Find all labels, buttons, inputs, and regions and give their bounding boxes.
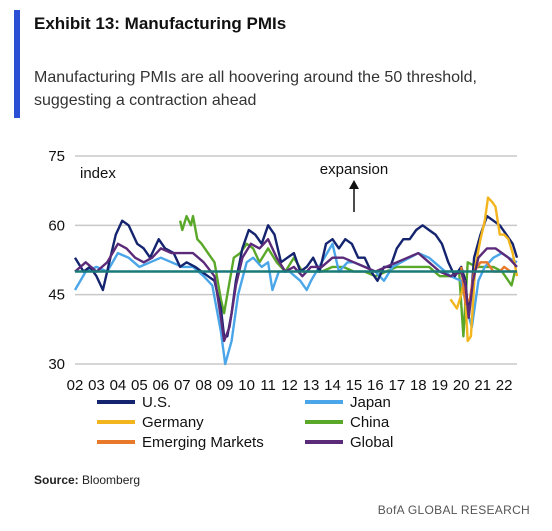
legend-label-germany: Germany bbox=[142, 414, 204, 431]
x-tick-07: 07 bbox=[174, 377, 191, 394]
x-tick-21: 21 bbox=[474, 377, 491, 394]
legend-label-china: China bbox=[350, 414, 390, 431]
y-tick-60: 60 bbox=[48, 217, 65, 234]
x-tick-02: 02 bbox=[67, 377, 84, 394]
x-tick-13: 13 bbox=[303, 377, 320, 394]
x-tick-15: 15 bbox=[346, 377, 363, 394]
exhibit-subtitle: Manufacturing PMIs are all hoovering aro… bbox=[34, 69, 477, 109]
y-axis-label: index bbox=[80, 165, 116, 182]
exhibit-title: Exhibit 13: Manufacturing PMIs bbox=[34, 14, 287, 33]
footer-brand: BofA GLOBAL RESEARCH bbox=[377, 503, 530, 517]
x-tick-08: 08 bbox=[195, 377, 212, 394]
x-tick-22: 22 bbox=[496, 377, 513, 394]
x-tick-05: 05 bbox=[131, 377, 148, 394]
series-line-global bbox=[74, 238, 518, 343]
source-note: Source: Bloomberg bbox=[34, 473, 140, 487]
source-label: Source: bbox=[34, 473, 79, 487]
x-tick-09: 09 bbox=[217, 377, 234, 394]
series-line-japan bbox=[73, 242, 518, 366]
legend-label-japan: Japan bbox=[350, 394, 391, 411]
series-line-em bbox=[460, 261, 517, 306]
x-tick-14: 14 bbox=[324, 377, 341, 394]
expansion-annotation: expansion bbox=[320, 161, 388, 178]
x-tick-12: 12 bbox=[281, 377, 298, 394]
legend-label-us: U.S. bbox=[142, 394, 171, 411]
y-tick-30: 30 bbox=[48, 356, 65, 373]
source-text: Bloomberg bbox=[82, 473, 141, 487]
x-tick-06: 06 bbox=[152, 377, 169, 394]
x-tick-18: 18 bbox=[410, 377, 427, 394]
y-tick-45: 45 bbox=[48, 287, 65, 304]
x-tick-10: 10 bbox=[238, 377, 255, 394]
legend-label-em: Emerging Markets bbox=[142, 434, 264, 451]
expansion-arrow-head bbox=[349, 180, 359, 189]
x-tick-03: 03 bbox=[88, 377, 105, 394]
accent-bar bbox=[14, 10, 20, 118]
x-tick-20: 20 bbox=[453, 377, 470, 394]
x-tick-17: 17 bbox=[389, 377, 406, 394]
x-tick-11: 11 bbox=[260, 377, 276, 394]
y-tick-75: 75 bbox=[48, 148, 65, 165]
x-tick-04: 04 bbox=[110, 377, 127, 394]
x-tick-19: 19 bbox=[431, 377, 448, 394]
legend-label-global: Global bbox=[350, 434, 393, 451]
x-tick-16: 16 bbox=[367, 377, 384, 394]
